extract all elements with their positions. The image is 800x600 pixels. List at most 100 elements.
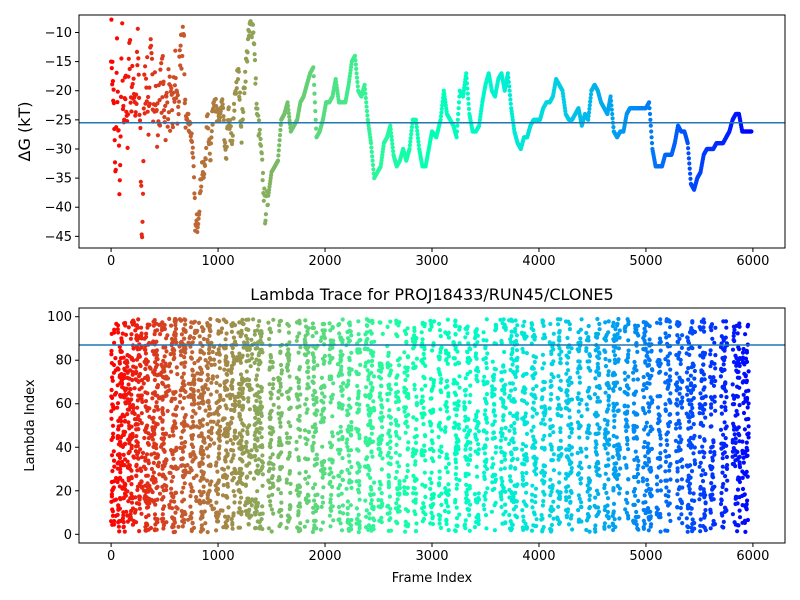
lambda-point xyxy=(587,506,592,511)
delta-g-point xyxy=(255,106,260,111)
lambda-point xyxy=(411,415,416,420)
lambda-point xyxy=(557,346,562,351)
delta-g-point xyxy=(415,136,421,141)
delta-g-point xyxy=(112,160,118,165)
lambda-point xyxy=(533,461,538,467)
lambda-point xyxy=(126,420,131,425)
lambda-point xyxy=(457,385,462,390)
lambda-point xyxy=(403,377,408,383)
lambda-point xyxy=(542,463,548,469)
lambda-point xyxy=(306,493,311,498)
lambda-point xyxy=(298,392,303,397)
lambda-point xyxy=(531,424,536,429)
lambda-point xyxy=(340,393,345,398)
lambda-point xyxy=(475,365,480,370)
lambda-point xyxy=(515,416,520,421)
delta-g-point xyxy=(648,123,653,128)
delta-g-point xyxy=(239,140,244,145)
lambda-point xyxy=(206,413,211,418)
lambda-point xyxy=(336,517,341,523)
lambda-point xyxy=(575,396,581,402)
delta-g-point xyxy=(353,62,358,67)
lambda-point xyxy=(596,366,601,371)
lambda-point xyxy=(464,496,469,501)
lambda-point xyxy=(109,499,114,504)
lambda-point xyxy=(319,375,324,380)
lambda-point xyxy=(331,518,336,523)
lambda-point xyxy=(206,360,211,365)
lambda-point xyxy=(356,332,361,337)
lambda-point xyxy=(128,512,133,517)
lambda-point xyxy=(142,435,147,441)
lambda-point xyxy=(413,497,418,502)
lambda-point xyxy=(161,526,166,531)
lambda-point xyxy=(191,335,196,341)
lambda-point xyxy=(500,321,505,326)
lambda-point xyxy=(492,472,497,478)
lambda-point xyxy=(405,463,410,468)
delta-g-point xyxy=(389,134,394,139)
lambda-point xyxy=(183,346,188,352)
lambda-point xyxy=(490,384,495,389)
lambda-point xyxy=(256,323,261,328)
lambda-point xyxy=(476,369,481,374)
lambda-point xyxy=(437,469,442,474)
lambda-point xyxy=(404,339,409,344)
lambda-point xyxy=(245,353,250,358)
lambda-point xyxy=(412,387,417,392)
delta-g-point xyxy=(197,209,202,214)
lambda-point xyxy=(513,318,518,323)
lambda-point xyxy=(294,488,299,493)
lambda-point xyxy=(288,490,293,495)
lambda-point xyxy=(584,446,589,451)
lambda-point xyxy=(347,459,352,464)
lambda-point xyxy=(190,350,195,355)
lambda-point xyxy=(551,430,556,435)
lambda-point xyxy=(259,411,264,416)
lambda-point xyxy=(345,336,351,341)
lambda-point xyxy=(327,360,332,365)
delta-g-point xyxy=(610,116,615,121)
lambda-point xyxy=(286,456,291,461)
lambda-point xyxy=(445,317,450,322)
delta-g-point xyxy=(353,58,358,63)
lambda-point xyxy=(412,486,417,491)
lambda-point xyxy=(503,509,508,514)
lambda-point xyxy=(277,477,282,482)
lambda-point xyxy=(498,445,503,450)
lambda-point xyxy=(312,498,317,503)
lambda-point xyxy=(445,361,450,366)
lambda-point xyxy=(531,434,536,439)
lambda-point xyxy=(245,336,250,341)
lambda-point xyxy=(428,376,433,381)
lambda-point xyxy=(557,335,562,340)
lambda-point xyxy=(557,352,562,357)
lambda-point xyxy=(294,320,300,325)
delta-g-point xyxy=(166,110,171,115)
lambda-point xyxy=(188,452,193,457)
delta-g-point xyxy=(649,129,654,134)
lambda-point xyxy=(321,458,327,464)
lambda-point xyxy=(593,529,598,534)
lambda-point xyxy=(436,354,441,359)
lambda-point xyxy=(456,399,461,404)
lambda-point xyxy=(173,389,178,395)
delta-g-point xyxy=(220,97,225,102)
lambda-point xyxy=(340,317,345,322)
lambda-point xyxy=(564,447,569,452)
delta-g-point xyxy=(189,131,194,136)
delta-g-point xyxy=(116,143,122,148)
lambda-point xyxy=(578,504,584,509)
lambda-point xyxy=(405,355,410,360)
delta-g-point xyxy=(136,72,141,77)
lambda-point xyxy=(413,365,418,370)
lambda-point xyxy=(268,441,273,446)
delta-g-point xyxy=(242,85,247,91)
lambda-point xyxy=(206,429,211,434)
lambda-point xyxy=(236,391,241,396)
lambda-point xyxy=(313,346,318,351)
delta-g-point xyxy=(252,42,257,47)
lambda-point xyxy=(154,400,159,405)
lambda-point xyxy=(357,483,362,488)
delta-g-point xyxy=(202,172,207,177)
